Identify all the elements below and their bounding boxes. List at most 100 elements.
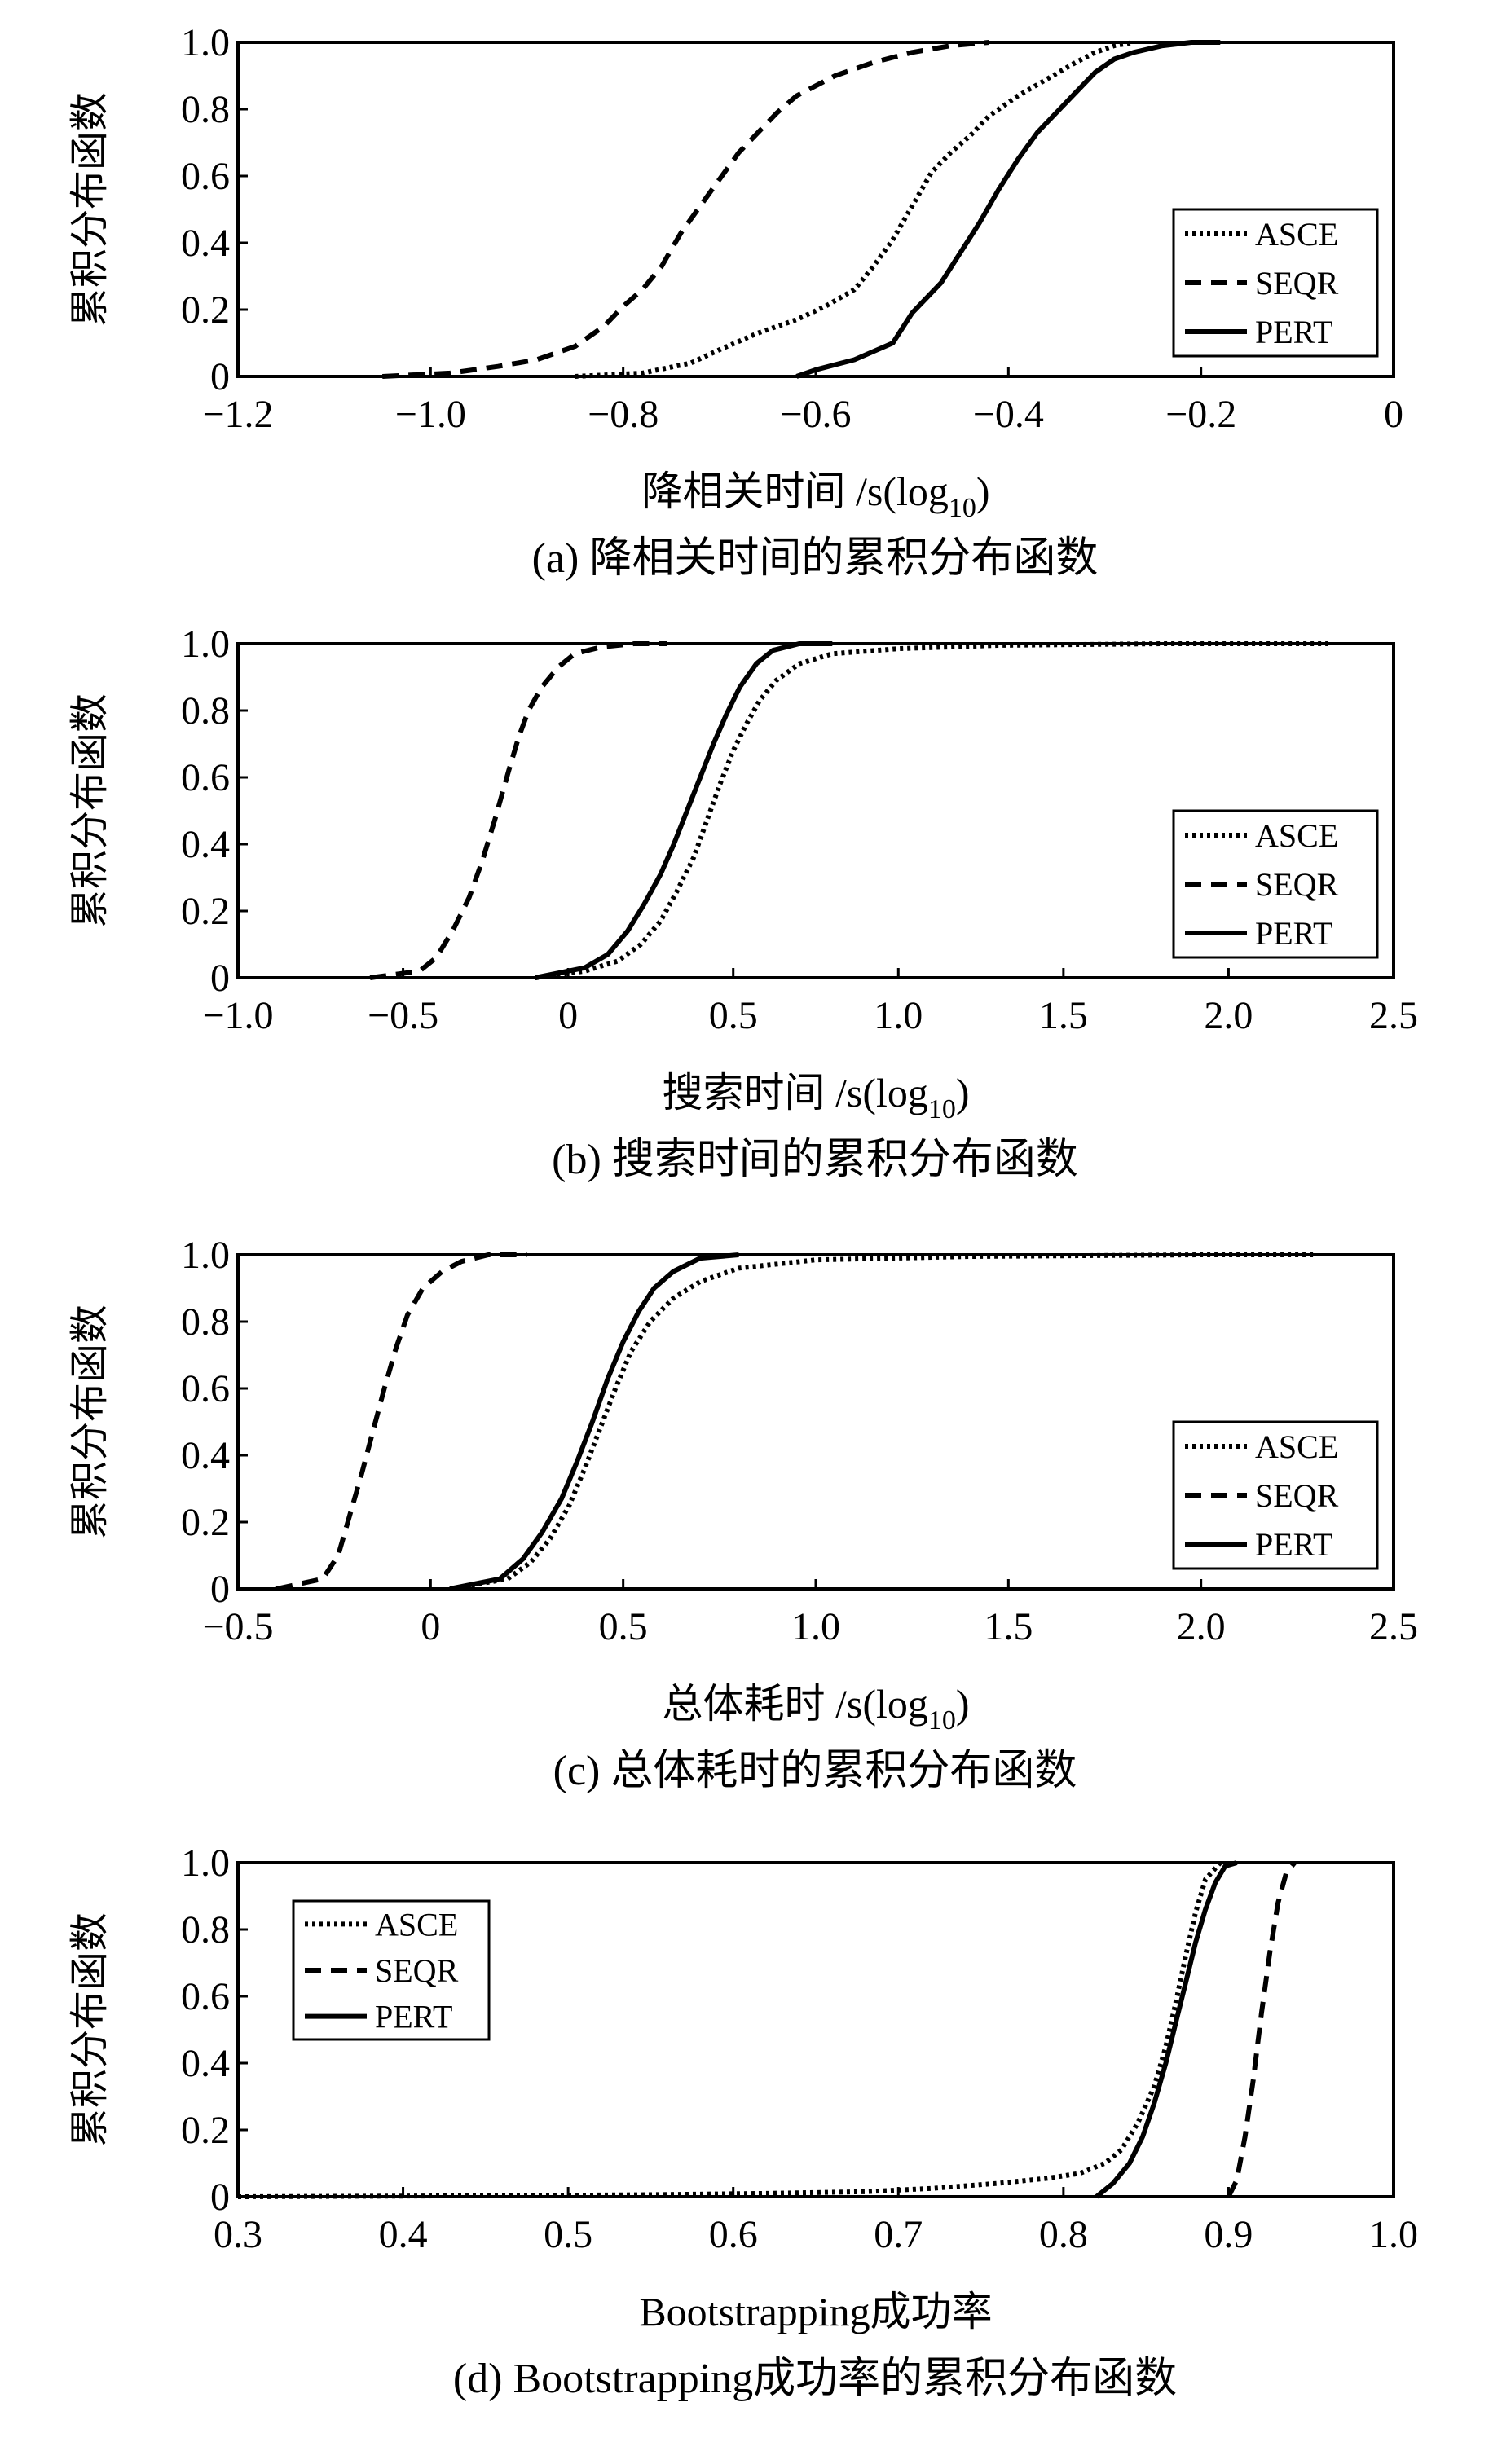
y-tick-label: 0.6 (181, 155, 230, 198)
x-tick-label: −0.6 (780, 393, 851, 436)
x-axis-label-main: Bootstrapping成功率 (639, 2289, 992, 2334)
x-axis-label-tail: ) (976, 469, 990, 514)
x-tick-label: −0.8 (588, 393, 659, 436)
series-line-pert (795, 40, 1221, 379)
y-tick-label: 0.2 (181, 288, 230, 332)
y-tick-label: 0.4 (181, 1434, 230, 1477)
chart-panel-c: −0.5 0 0.5 1.0 1.5 2.0 2.500.20.40.60.81.0累积分布… (68, 1234, 1418, 1794)
y-tick-label: 1.0 (181, 1841, 230, 1885)
x-tick-label: −0.4 (973, 393, 1044, 436)
chart-panel-d: 0.3 0.4 0.5 0.6 0.7 0.8 0.9 1.0 0 0.2 0.4 0.6 0.8 1.0… (68, 1841, 1418, 2402)
series-line-seqr (1226, 1861, 1297, 2198)
series-line-seqr (275, 1252, 527, 1591)
y-tick-label: 0 (210, 355, 230, 398)
x-tick-label: 0 (558, 994, 578, 1037)
series-line-seqr (369, 641, 667, 980)
series-line-seqr (382, 40, 989, 379)
x-axis-label-main: 搜索时间 /s(log (662, 1070, 927, 1115)
x-axis-label-tail: ) (956, 1681, 970, 1727)
x-axis-label-main: 降相关时间 /s(log (641, 469, 948, 514)
x-tick-label: 0.5 (544, 2213, 592, 2256)
x-tick-label: 0.3 (214, 2213, 262, 2256)
x-tick-label: 0.4 (379, 2213, 428, 2256)
legend-label-pert: PERT (1255, 915, 1332, 952)
panel-caption: (d) Bootstrapping成功率的累积分布函数 (453, 2356, 1177, 2402)
legend: ASCE SEQR PERT (1172, 208, 1379, 358)
y-tick-label: 0.2 (181, 2109, 230, 2152)
legend-label-pert: PERT (375, 1999, 452, 2035)
x-axis-label: 降相关时间 /s(log10) (641, 469, 989, 523)
y-tick-label: 0.8 (181, 1908, 230, 1951)
x-tick-label: 0.6 (709, 2213, 758, 2256)
chart-panel-b: −1.0 −0.5 0 0.5 1.0 1.5 2.0 2.5 0 0.2 0.4 0.6 0.8 1.0… (68, 623, 1418, 1183)
x-tick-label: 0 (421, 1605, 440, 1648)
series-line-pert (449, 1252, 739, 1591)
legend-label-asce: ASCE (1255, 817, 1338, 854)
legend-label-seqr: SEQR (375, 1952, 459, 1989)
y-axis-label: 累积分布函数 (68, 693, 112, 928)
x-tick-label: 2.0 (1204, 994, 1253, 1037)
legend: ASCE SEQR PERT (1172, 809, 1379, 959)
x-tick-label: −0.5 (202, 1605, 273, 1648)
x-tick-label: 0 (1384, 393, 1403, 436)
x-tick-label: −0.5 (368, 994, 438, 1037)
y-tick-label: 0.6 (181, 1367, 230, 1410)
x-tick-label: 0.9 (1204, 2213, 1253, 2256)
legend-label-pert: PERT (1255, 1526, 1332, 1563)
y-tick-label: 0.2 (181, 1501, 230, 1544)
panel-caption: (a) 降相关时间的累积分布函数 (532, 535, 1099, 582)
y-tick-label: 0.8 (181, 1300, 230, 1344)
y-axis-label: 累积分布函数 (68, 1912, 112, 2147)
series-line-asce (575, 40, 1134, 379)
x-axis-label-subscript: 10 (949, 493, 976, 523)
x-tick-label: 1.0 (874, 994, 923, 1037)
y-tick-label: 0 (210, 1568, 230, 1611)
x-axis-label: 总体耗时 /s(log10) (662, 1681, 969, 1736)
x-axis-label: Bootstrapping成功率 (639, 2289, 992, 2334)
x-tick-label: 1.0 (1369, 2213, 1418, 2256)
y-tick-label: 0.4 (181, 222, 230, 265)
y-tick-label: 0 (210, 2176, 230, 2219)
x-tick-label: 0.8 (1039, 2213, 1088, 2256)
y-tick-label: 0.8 (181, 689, 230, 733)
y-axis-label: 累积分布函数 (68, 92, 112, 327)
legend-label-asce: ASCE (1255, 1428, 1338, 1465)
x-axis-label-main: 总体耗时 /s(log (662, 1681, 927, 1727)
x-axis-label-tail: ) (956, 1070, 970, 1115)
x-tick-label: 1.5 (984, 1605, 1033, 1648)
series-line-pert (1095, 1860, 1238, 2199)
legend-label-pert: PERT (1255, 314, 1332, 350)
x-axis-label-subscript: 10 (928, 1705, 956, 1736)
legend-label-asce: ASCE (375, 1906, 458, 1943)
x-tick-label: −0.2 (1165, 393, 1236, 436)
x-axis-label-subscript: 10 (928, 1094, 956, 1124)
x-tick-label: −1.0 (395, 393, 466, 436)
series-line-asce (535, 641, 1328, 980)
x-axis-label: 搜索时间 /s(log10) (662, 1070, 969, 1124)
legend-label-seqr: SEQR (1255, 866, 1339, 903)
x-tick-label: 1.0 (791, 1605, 840, 1648)
y-tick-label: 0.2 (181, 890, 230, 933)
x-tick-label: 0.5 (709, 994, 758, 1037)
panel-caption: (c) 总体耗时的累积分布函数 (553, 1748, 1077, 1794)
x-tick-label: 0.7 (874, 2213, 923, 2256)
series-line-pert (535, 641, 833, 980)
y-tick-label: 1.0 (181, 1234, 230, 1277)
chart-panel-a: −1.2 −1.0 −0.8 −0.6 −0.4 −0.2 0 0 0.2 0.4 0.6 0.8 1.… (68, 21, 1403, 582)
plot-frame (236, 1861, 1395, 2198)
x-tick-label: 2.0 (1177, 1605, 1226, 1648)
legend-label-seqr: SEQR (1255, 265, 1339, 301)
series-line-asce (238, 1861, 1222, 2199)
legend: ASCE SEQR PERT (1172, 1420, 1379, 1570)
y-tick-label: 0 (210, 957, 230, 1000)
y-tick-label: 1.0 (181, 21, 230, 64)
legend-label-asce: ASCE (1255, 216, 1338, 253)
x-tick-label: 0.5 (599, 1605, 648, 1648)
x-tick-label: −1.2 (202, 393, 273, 436)
legend-label-seqr: SEQR (1255, 1477, 1339, 1514)
x-tick-label: 1.5 (1039, 994, 1088, 1037)
y-axis-label: 累积分布函数 (68, 1305, 112, 1539)
x-tick-label: −1.0 (202, 994, 273, 1037)
legend: ASCE SEQR PERT (292, 1899, 491, 2041)
